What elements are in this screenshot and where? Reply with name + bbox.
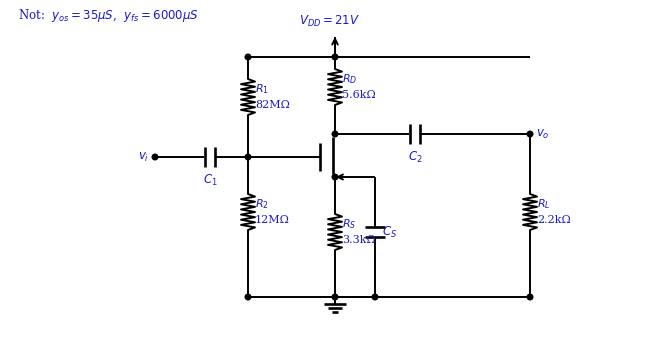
Text: 82MΩ: 82MΩ <box>255 100 290 110</box>
Text: $C_S$: $C_S$ <box>382 225 397 240</box>
Text: 3.3kΩ: 3.3kΩ <box>342 235 376 245</box>
Text: $R_1$: $R_1$ <box>255 82 269 96</box>
Circle shape <box>527 131 533 137</box>
Circle shape <box>152 154 158 160</box>
Text: $R_L$: $R_L$ <box>537 197 550 211</box>
Circle shape <box>245 54 251 60</box>
Text: $V_{DD} = 21V$: $V_{DD} = 21V$ <box>300 14 360 29</box>
Text: 2.2kΩ: 2.2kΩ <box>537 215 571 225</box>
Text: 5.6kΩ: 5.6kΩ <box>342 90 376 100</box>
Circle shape <box>527 294 533 300</box>
Circle shape <box>332 294 338 300</box>
Circle shape <box>372 294 378 300</box>
Circle shape <box>245 154 251 160</box>
Circle shape <box>332 174 338 180</box>
Text: $C_1$: $C_1$ <box>203 173 217 188</box>
Text: Not:  $y_{os} = 35\mu S$,  $y_{fs} = 6000\mu S$: Not: $y_{os} = 35\mu S$, $y_{fs} = 6000\… <box>18 7 199 25</box>
Text: $v_i$: $v_i$ <box>138 150 149 164</box>
Text: $R_2$: $R_2$ <box>255 197 269 211</box>
Circle shape <box>332 54 338 60</box>
Circle shape <box>245 294 251 300</box>
Text: $R_S$: $R_S$ <box>342 217 357 231</box>
Circle shape <box>332 131 338 137</box>
Text: 12MΩ: 12MΩ <box>255 215 290 225</box>
Text: $R_D$: $R_D$ <box>342 72 357 86</box>
Text: $v_o$: $v_o$ <box>536 127 550 140</box>
Text: $C_2$: $C_2$ <box>408 150 422 165</box>
